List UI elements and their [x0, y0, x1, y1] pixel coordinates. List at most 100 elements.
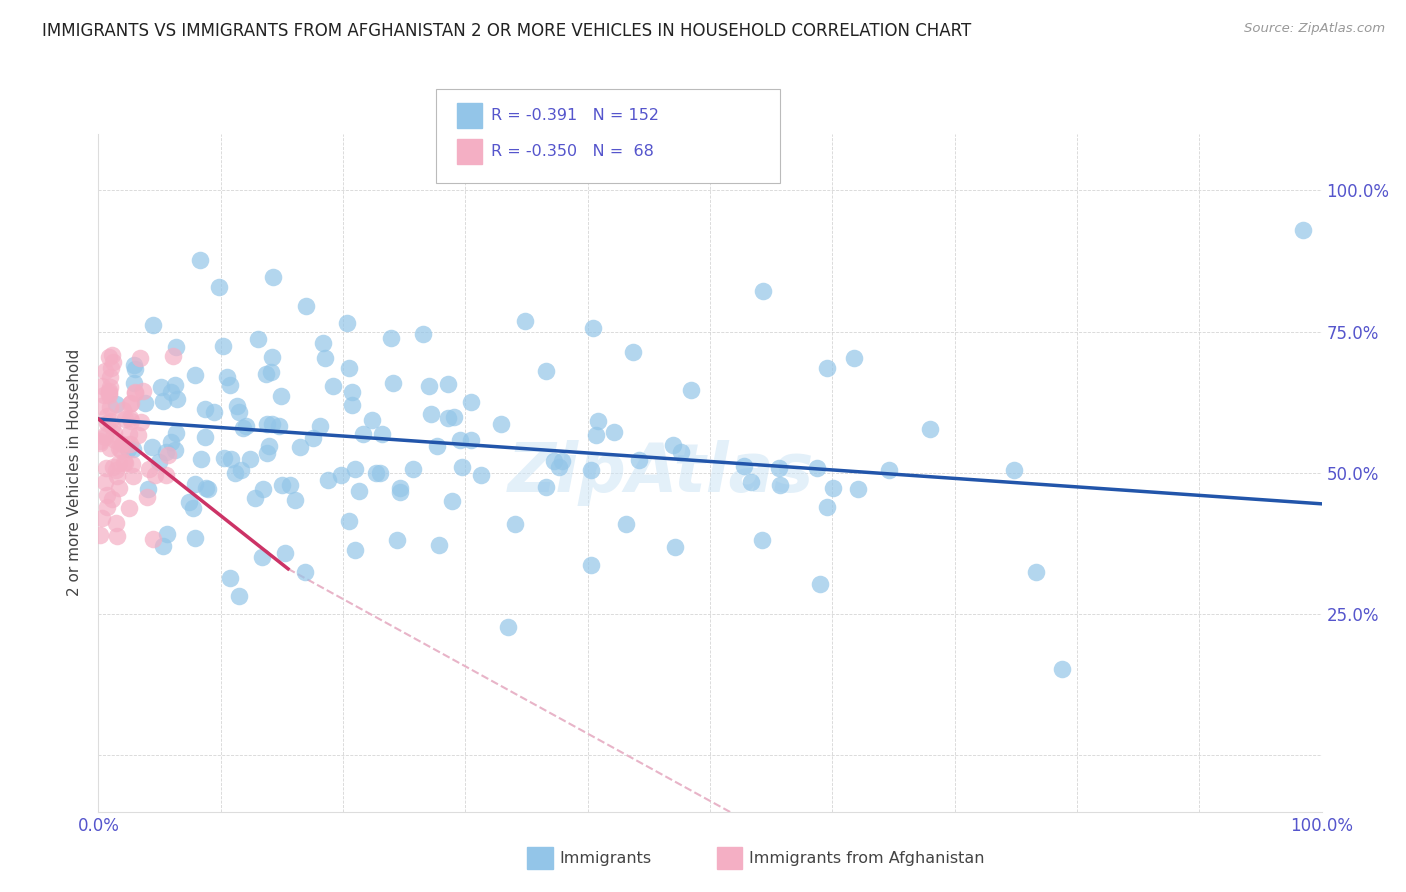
Point — [141, 440, 163, 454]
Point — [101, 491, 124, 506]
Point — [751, 533, 773, 547]
Point — [120, 415, 142, 429]
Point — [260, 365, 283, 379]
Point — [312, 335, 335, 350]
Point — [98, 380, 121, 394]
Point — [295, 299, 318, 313]
Point — [117, 442, 139, 456]
Point — [733, 458, 755, 473]
Text: Source: ZipAtlas.com: Source: ZipAtlas.com — [1244, 22, 1385, 36]
Point — [337, 361, 360, 376]
Point — [90, 399, 112, 413]
Point — [121, 457, 143, 471]
Point — [768, 461, 790, 475]
Point — [143, 467, 166, 482]
Point — [543, 454, 565, 468]
Point — [159, 384, 181, 399]
Point — [100, 361, 122, 376]
Point — [94, 364, 117, 378]
Point — [225, 399, 247, 413]
Point — [269, 418, 291, 433]
Point — [177, 495, 200, 509]
Point — [90, 378, 112, 392]
Point — [262, 417, 284, 431]
Point — [96, 416, 118, 430]
Point — [127, 428, 149, 442]
Point — [134, 395, 156, 409]
Point — [491, 417, 513, 431]
Point — [270, 389, 292, 403]
Point — [156, 448, 179, 462]
Point — [388, 481, 411, 495]
Point — [162, 349, 184, 363]
Point — [340, 385, 363, 400]
Point — [105, 528, 128, 542]
Point — [681, 383, 703, 397]
Point — [166, 392, 188, 407]
Point — [202, 405, 225, 419]
Point — [316, 473, 339, 487]
Point — [103, 459, 125, 474]
Point — [343, 543, 366, 558]
Point — [260, 350, 283, 364]
Point — [1025, 565, 1047, 579]
Point — [98, 370, 121, 384]
Text: IMMIGRANTS VS IMMIGRANTS FROM AFGHANISTAN 2 OR MORE VEHICLES IN HOUSEHOLD CORREL: IMMIGRANTS VS IMMIGRANTS FROM AFGHANISTA… — [42, 22, 972, 40]
Point — [155, 445, 177, 459]
Point — [212, 450, 235, 465]
Point — [443, 409, 465, 424]
Point — [91, 511, 114, 525]
Point — [437, 410, 460, 425]
Point — [118, 437, 141, 451]
Point — [669, 445, 692, 459]
Point — [239, 451, 262, 466]
Point — [877, 463, 900, 477]
Point — [366, 466, 388, 480]
Point — [823, 481, 845, 495]
Point — [129, 351, 152, 366]
Point — [211, 339, 233, 353]
Point — [114, 456, 136, 470]
Point — [550, 454, 572, 468]
Point — [94, 475, 117, 490]
Point — [278, 478, 301, 492]
Point — [111, 437, 134, 451]
Point — [412, 326, 434, 341]
Point — [122, 358, 145, 372]
Point — [664, 540, 686, 554]
Point — [152, 539, 174, 553]
Point — [449, 434, 471, 448]
Point — [256, 446, 278, 460]
Point — [105, 468, 128, 483]
Point — [534, 364, 557, 378]
Point — [104, 433, 127, 447]
Point — [262, 270, 284, 285]
Point — [340, 398, 363, 412]
Point — [370, 426, 392, 441]
Point — [588, 414, 610, 428]
Point — [118, 426, 141, 441]
Point — [228, 590, 250, 604]
Point — [1050, 662, 1073, 676]
Point — [149, 379, 172, 393]
Point — [250, 550, 273, 565]
Point — [602, 425, 624, 439]
Point — [548, 459, 571, 474]
Point — [232, 421, 254, 435]
Point — [142, 318, 165, 333]
Point — [118, 397, 141, 411]
Point — [94, 461, 117, 475]
Point — [534, 480, 557, 494]
Point — [94, 430, 117, 444]
Point — [271, 478, 294, 492]
Point — [107, 481, 129, 495]
Point — [426, 439, 449, 453]
Point — [380, 331, 402, 345]
Point — [142, 532, 165, 546]
Point — [389, 484, 412, 499]
Point — [579, 463, 602, 477]
Point — [335, 316, 357, 330]
Point — [918, 422, 941, 436]
Point — [337, 514, 360, 528]
Point — [470, 467, 492, 482]
